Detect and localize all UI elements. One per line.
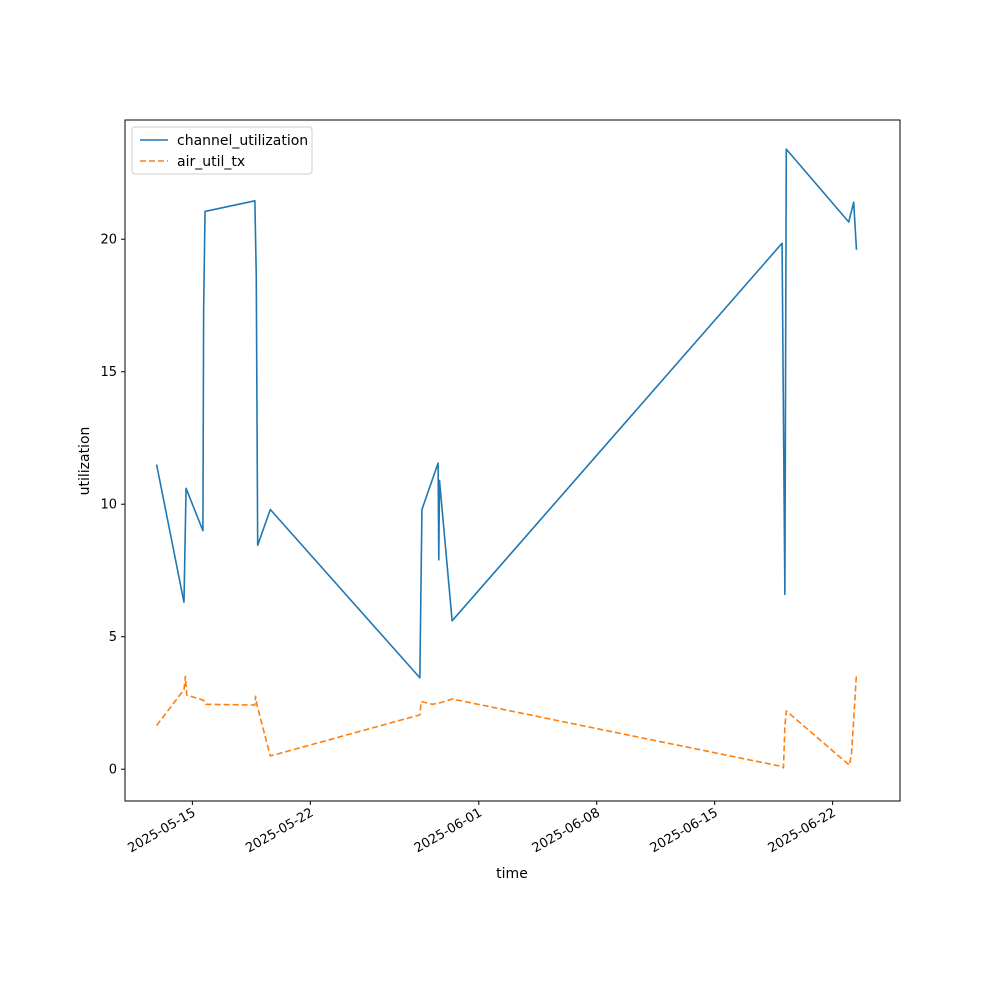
series-line-channel-utilization <box>155 148 858 679</box>
y-tick-label: 5 <box>109 630 117 645</box>
plot-area <box>155 148 858 769</box>
y-tick-label: 0 <box>109 763 117 778</box>
y-tick-label: 10 <box>100 498 117 513</box>
y-tick-label: 20 <box>100 233 117 248</box>
axes-frame <box>124 119 901 802</box>
legend-label: channel_utilization <box>177 133 308 149</box>
y-tick-label: 15 <box>100 365 117 380</box>
series-line-air-util-tx <box>155 673 858 769</box>
legend-box <box>131 126 313 175</box>
y-axis: 0 5 10 15 20 <box>100 233 125 778</box>
legend: channel_utilization air_util_tx <box>131 126 313 175</box>
x-axis-label: time <box>496 866 528 882</box>
y-axis-label: utilization <box>77 427 93 496</box>
legend-label: air_util_tx <box>177 154 245 170</box>
